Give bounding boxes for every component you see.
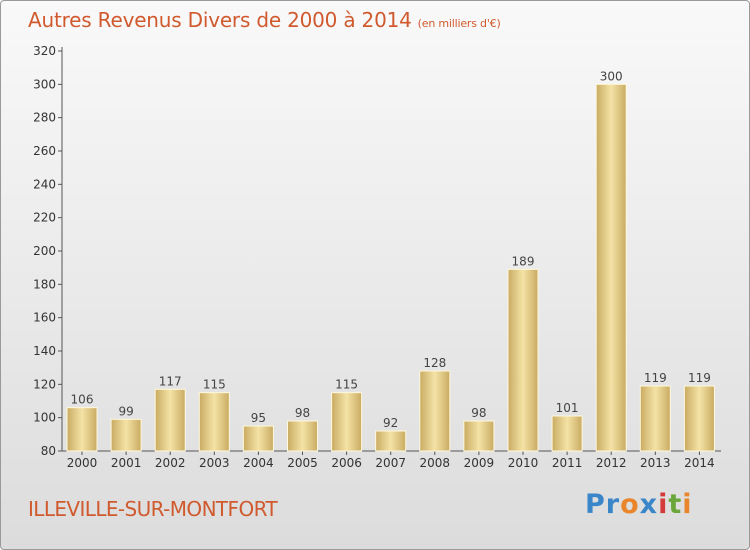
data-label: 117 [159, 374, 182, 388]
bar [375, 430, 407, 452]
chart-title: Autres Revenus Divers de 2000 à 2014 (en … [28, 8, 501, 32]
bar [331, 392, 363, 452]
data-label: 128 [423, 356, 446, 370]
y-tick-label: 240 [33, 177, 56, 191]
logo-part: i [658, 489, 669, 520]
y-tick-label: 320 [33, 44, 56, 58]
bar [639, 385, 671, 452]
data-label: 98 [471, 406, 486, 420]
logo-part: t [668, 489, 683, 520]
y-tick-label: 140 [33, 344, 56, 358]
x-tick-label: 2000 [67, 456, 98, 470]
bar [242, 425, 274, 452]
y-tick-label: 280 [33, 111, 56, 125]
bar [683, 385, 715, 452]
data-label: 119 [688, 371, 711, 385]
y-tick-label: 100 [33, 411, 56, 425]
data-label: 101 [556, 401, 579, 415]
y-tick-label: 120 [33, 377, 56, 391]
bar [154, 388, 186, 452]
proxiti-logo: Proxiti [585, 489, 693, 520]
x-tick-label: 2010 [508, 456, 539, 470]
bar [198, 392, 230, 452]
data-label: 92 [383, 416, 398, 430]
y-tick-label: 260 [33, 144, 56, 158]
y-tick-label: 300 [33, 77, 56, 91]
bar [110, 418, 142, 452]
x-tick-label: 2004 [243, 456, 274, 470]
x-tick-label: 2007 [375, 456, 406, 470]
x-tick-label: 2003 [199, 456, 230, 470]
axes: 80 100 120 140 160 180 200 220 240 260 280 300 320 20… [33, 44, 721, 470]
bar [507, 268, 539, 452]
data-label: 95 [251, 411, 266, 425]
bar [287, 420, 318, 452]
bars [66, 83, 715, 452]
y-tick-label: 200 [33, 244, 56, 258]
x-tick-label: 2013 [640, 456, 671, 470]
bar [66, 407, 98, 452]
data-label: 189 [512, 254, 535, 268]
x-tick-label: 2009 [464, 456, 495, 470]
data-label: 119 [644, 371, 667, 385]
x-tick-label: 2005 [287, 456, 318, 470]
logo-part: Pr [585, 489, 621, 520]
data-label: 300 [600, 69, 623, 83]
x-tick-label: 2006 [331, 456, 362, 470]
x-tick-label: 2001 [111, 456, 142, 470]
x-tick-label: 2008 [420, 456, 451, 470]
logo-part: o [620, 489, 640, 520]
x-tick-label: 2012 [596, 456, 627, 470]
logo-part: x [639, 489, 659, 520]
chart-unit: (en milliers d'€) [417, 17, 501, 30]
data-labels: 106 99 117 115 95 98 115 92 128 98 189 101 300 119 119 [71, 69, 711, 430]
bar [551, 415, 583, 452]
place-name: ILLEVILLE-SUR-MONTFORT [28, 497, 278, 521]
data-label: 106 [71, 393, 94, 407]
data-label: 99 [118, 404, 133, 418]
logo-part: i [682, 489, 693, 520]
y-tick-label: 160 [33, 311, 56, 325]
y-tick-label: 180 [33, 277, 56, 291]
x-tick-label: 2011 [552, 456, 583, 470]
bar [419, 370, 451, 452]
x-tick-label: 2014 [684, 456, 715, 470]
data-label: 115 [335, 378, 358, 392]
data-label: 115 [203, 378, 226, 392]
y-tick-label: 80 [41, 444, 56, 458]
chart-title-text: Autres Revenus Divers de 2000 à 2014 [28, 8, 412, 32]
data-label: 98 [295, 406, 310, 420]
bar [463, 420, 495, 452]
y-tick-label: 220 [33, 211, 56, 225]
x-tick-label: 2002 [155, 456, 186, 470]
bar [595, 83, 627, 452]
